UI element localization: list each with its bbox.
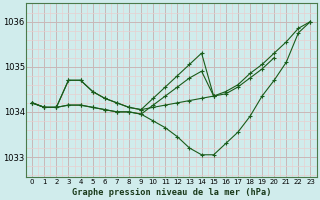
- X-axis label: Graphe pression niveau de la mer (hPa): Graphe pression niveau de la mer (hPa): [72, 188, 271, 197]
